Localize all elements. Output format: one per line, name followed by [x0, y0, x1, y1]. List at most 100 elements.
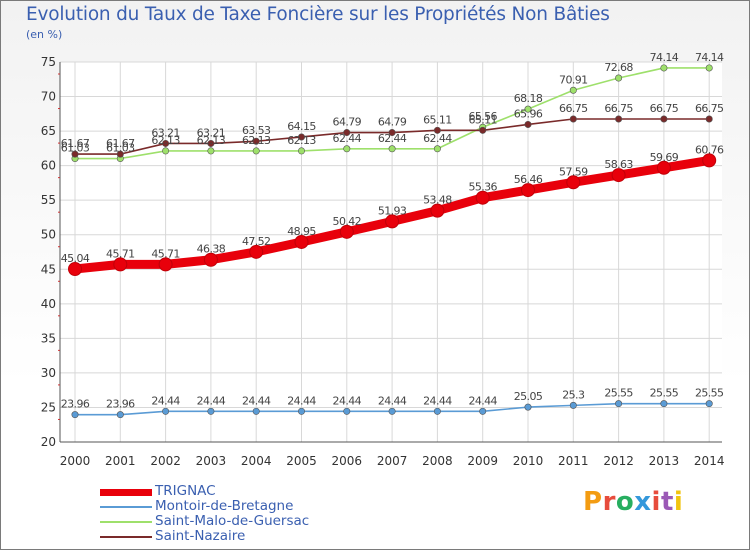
data-label: 63.53 — [242, 124, 271, 137]
data-point — [702, 153, 717, 168]
data-point — [113, 257, 128, 272]
x-tick-label: 2007 — [377, 454, 408, 468]
x-tick-label: 2005 — [286, 454, 317, 468]
data-label: 61.03 — [61, 142, 90, 155]
x-tick-label: 2011 — [558, 454, 589, 468]
y-tick-label: 75 — [41, 55, 56, 69]
data-label: 23.96 — [61, 398, 90, 411]
data-point — [297, 407, 305, 415]
y-tick-label: 25 — [41, 400, 56, 414]
data-point — [569, 115, 577, 123]
data-point — [252, 147, 260, 155]
y-tick-label: 20 — [41, 435, 56, 449]
legend-swatch-saint-nazaire — [100, 536, 152, 538]
data-label: 63.21 — [151, 126, 180, 139]
x-tick-label: 2013 — [649, 454, 680, 468]
proxiti-logo[interactable]: Proxiti — [583, 487, 683, 517]
data-point — [71, 150, 79, 158]
data-point — [252, 407, 260, 415]
data-point — [524, 403, 532, 411]
x-tick-label: 2008 — [422, 454, 453, 468]
data-point — [252, 137, 260, 145]
data-label: 56.46 — [514, 173, 543, 186]
data-label: 74.14 — [695, 51, 724, 64]
data-point — [249, 244, 264, 259]
data-point — [705, 400, 713, 408]
y-tick-label: 50 — [41, 228, 56, 242]
x-tick-label: 2014 — [694, 454, 725, 468]
plot-area — [60, 62, 722, 442]
legend-label-saint-malo: Saint-Malo-de-Guersac — [155, 513, 310, 529]
legend-label-saint-nazaire: Saint-Nazaire — [155, 528, 246, 544]
data-label: 61.67 — [106, 137, 135, 150]
data-point — [388, 145, 396, 153]
y-unit-label: (en %) — [26, 28, 63, 41]
data-label: 53.48 — [423, 194, 452, 207]
data-label: 47.52 — [242, 235, 271, 248]
data-label: 25.3 — [562, 388, 585, 401]
data-label: 64.79 — [333, 116, 362, 129]
data-label: 25.55 — [604, 387, 633, 400]
data-label: 59.69 — [650, 151, 679, 164]
data-label: 66.75 — [695, 102, 724, 115]
data-label: 62.13 — [242, 134, 271, 147]
data-label: 46.38 — [197, 243, 226, 256]
data-point — [705, 115, 713, 123]
y-tick-label: 45 — [41, 262, 56, 276]
logo-letter: x — [634, 487, 652, 517]
data-point — [475, 190, 490, 205]
logo-letter: o — [615, 487, 635, 517]
legend-label-trignac: TRIGNAC — [155, 483, 216, 499]
x-tick-label: 2006 — [332, 454, 363, 468]
y-tick-label: 40 — [41, 297, 56, 311]
y-tick-label: 65 — [41, 124, 56, 138]
data-label: 57.59 — [559, 165, 588, 178]
data-label: 24.44 — [423, 394, 452, 407]
data-label: 45.04 — [61, 252, 90, 265]
data-point — [388, 129, 396, 137]
data-point — [705, 64, 713, 72]
data-point — [297, 133, 305, 141]
data-point — [566, 175, 581, 190]
data-label: 62.13 — [197, 134, 226, 147]
data-point — [611, 168, 626, 183]
data-label: 24.44 — [197, 394, 226, 407]
data-label: 62.13 — [151, 134, 180, 147]
data-point — [615, 400, 623, 408]
data-label: 65.11 — [468, 113, 497, 126]
legend-swatch-montoir — [100, 506, 152, 508]
data-label: 60.76 — [695, 143, 724, 156]
chart-title: Evolution du Taux de Taxe Foncière sur l… — [26, 4, 610, 25]
data-point — [203, 252, 218, 267]
data-point — [207, 407, 215, 415]
data-point — [479, 407, 487, 415]
data-point — [521, 183, 535, 198]
data-label: 64.79 — [378, 116, 407, 129]
data-point — [615, 115, 623, 123]
data-label: 45.71 — [106, 247, 135, 260]
data-label: 24.44 — [151, 394, 180, 407]
data-point — [68, 261, 82, 276]
data-point — [660, 64, 668, 72]
data-point — [294, 234, 309, 249]
data-label: 61.03 — [106, 142, 135, 155]
data-point — [116, 411, 124, 419]
data-label: 62.13 — [287, 134, 316, 147]
data-label: 55.36 — [468, 181, 497, 194]
data-label: 66.75 — [559, 102, 588, 115]
legend-label-montoir: Montoir-de-Bretagne — [155, 498, 294, 514]
logo-letter: i — [673, 487, 684, 517]
data-point — [615, 74, 623, 82]
data-label: 62.44 — [333, 132, 362, 145]
data-label: 24.44 — [242, 394, 271, 407]
data-label: 24.44 — [333, 394, 362, 407]
logo-letter: t — [660, 487, 674, 517]
x-tick-label: 2012 — [603, 454, 634, 468]
x-tick-label: 2009 — [467, 454, 498, 468]
data-point — [207, 147, 215, 155]
data-label: 62.44 — [423, 132, 452, 145]
logo-letter: r — [602, 487, 616, 517]
data-label: 25.05 — [514, 390, 543, 403]
data-label: 68.18 — [514, 92, 543, 105]
y-tick-label: 70 — [41, 90, 56, 104]
